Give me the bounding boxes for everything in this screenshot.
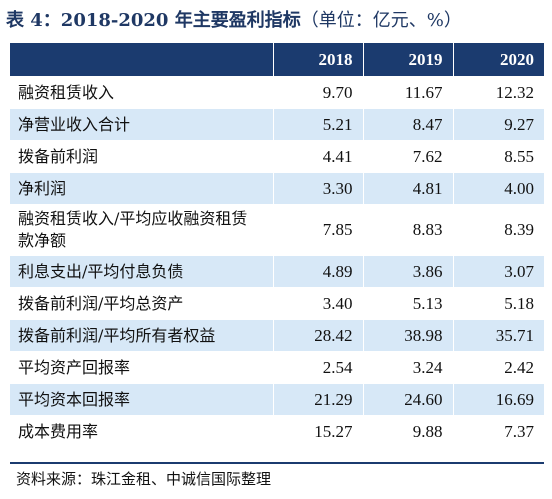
cell-2019: 4.81 <box>362 172 453 205</box>
table-title-unit: （单位：亿元、%） <box>300 10 462 31</box>
cell-2018: 7.85 <box>272 204 363 256</box>
row-label: 净利润 <box>10 172 273 205</box>
table-row: 拨备前利润/平均所有者权益 28.42 38.98 35.71 <box>10 319 544 352</box>
cell-2019: 24.60 <box>362 383 453 416</box>
cell-2020: 7.37 <box>452 415 544 447</box>
table-row: 融资租赁收入 9.70 11.67 12.32 <box>10 76 544 109</box>
cell-2018: 4.41 <box>272 140 363 173</box>
cell-2020: 35.71 <box>452 319 544 352</box>
row-label: 净营业收入合计 <box>10 108 273 141</box>
table-row: 成本费用率 15.27 9.88 7.37 <box>10 415 544 447</box>
table-row: 平均资产回报率 2.54 3.24 2.42 <box>10 351 544 384</box>
row-label: 拨备前利润/平均所有者权益 <box>10 319 273 352</box>
cell-2018: 28.42 <box>272 319 363 352</box>
profit-indicators-table: 2018 2019 2020 融资租赁收入 9.70 11.67 12.32 净… <box>10 43 544 447</box>
table-row: 拨备前利润/平均总资产 3.40 5.13 5.18 <box>10 287 544 320</box>
cell-2019: 9.88 <box>362 415 453 447</box>
cell-2018: 4.89 <box>272 255 363 288</box>
cell-2018: 15.27 <box>272 415 363 447</box>
cell-2018: 21.29 <box>272 383 363 416</box>
row-label: 融资租赁收入/平均应收融资租赁款净额 <box>10 204 273 256</box>
cell-2020: 8.55 <box>452 140 544 173</box>
cell-2019: 8.47 <box>362 108 453 141</box>
cell-2019: 5.13 <box>362 287 453 320</box>
cell-2020: 9.27 <box>452 108 544 141</box>
table-header-row: 2018 2019 2020 <box>10 43 544 77</box>
cell-2019: 3.24 <box>362 351 453 384</box>
table-row: 平均资本回报率 21.29 24.60 16.69 <box>10 383 544 416</box>
cell-2018: 2.54 <box>272 351 363 384</box>
table-row: 利息支出/平均付息负债 4.89 3.86 3.07 <box>10 255 544 288</box>
cell-2020: 3.07 <box>452 255 544 288</box>
cell-2020: 12.32 <box>452 76 544 109</box>
table-title-main: 表 4：2018-2020 年主要盈利指标 <box>6 10 301 31</box>
row-label: 利息支出/平均付息负债 <box>10 255 273 288</box>
cell-2019: 7.62 <box>362 140 453 173</box>
cell-2020: 16.69 <box>452 383 544 416</box>
cell-2019: 11.67 <box>362 76 453 109</box>
row-label: 平均资产回报率 <box>10 351 273 384</box>
cell-2019: 3.86 <box>362 255 453 288</box>
table-title: 表 4：2018-2020 年主要盈利指标（单位：亿元、%） <box>6 6 462 36</box>
header-cell-blank <box>10 43 273 77</box>
cell-2018: 9.70 <box>272 76 363 109</box>
table-bottom-rule <box>10 462 544 464</box>
cell-2019: 8.83 <box>362 204 453 256</box>
table-row: 拨备前利润 4.41 7.62 8.55 <box>10 140 544 173</box>
source-note: 资料来源：珠江金租、中诚信国际整理 <box>16 470 272 488</box>
cell-2019: 38.98 <box>362 319 453 352</box>
table-row: 净利润 3.30 4.81 4.00 <box>10 172 544 205</box>
cell-2020: 4.00 <box>452 172 544 205</box>
row-label: 拨备前利润 <box>10 140 273 173</box>
row-label: 成本费用率 <box>10 415 273 447</box>
header-cell-2020: 2020 <box>452 43 544 77</box>
cell-2020: 5.18 <box>452 287 544 320</box>
row-label: 拨备前利润/平均总资产 <box>10 287 273 320</box>
cell-2020: 8.39 <box>452 204 544 256</box>
cell-2018: 3.40 <box>272 287 363 320</box>
cell-2018: 3.30 <box>272 172 363 205</box>
cell-2020: 2.42 <box>452 351 544 384</box>
row-label: 平均资本回报率 <box>10 383 273 416</box>
row-label: 融资租赁收入 <box>10 76 273 109</box>
cell-2018: 5.21 <box>272 108 363 141</box>
table-row: 融资租赁收入/平均应收融资租赁款净额 7.85 8.83 8.39 <box>10 204 544 256</box>
header-cell-2018: 2018 <box>272 43 363 77</box>
header-cell-2019: 2019 <box>362 43 453 77</box>
table-row: 净营业收入合计 5.21 8.47 9.27 <box>10 108 544 141</box>
